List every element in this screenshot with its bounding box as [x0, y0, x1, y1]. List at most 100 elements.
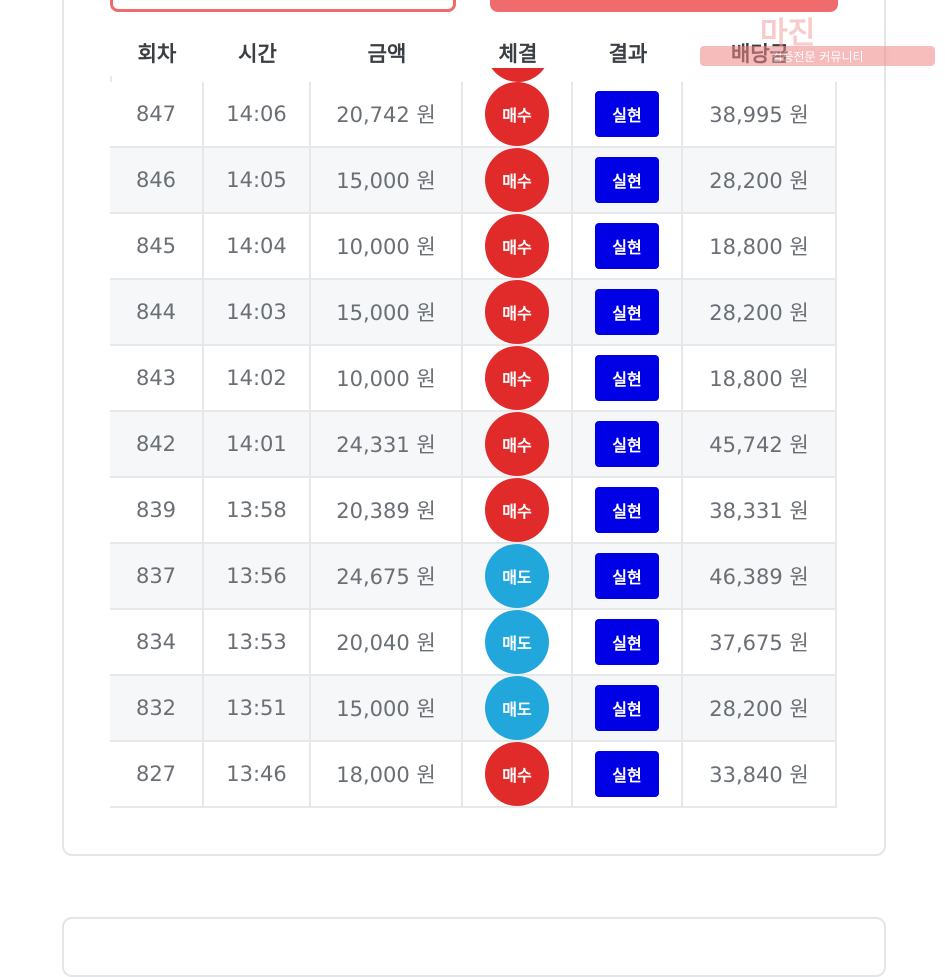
cell: 10,000 원	[311, 346, 463, 412]
cell: 실현	[573, 676, 683, 742]
result-badge: 실현	[595, 157, 659, 203]
cell: 24,675 원	[311, 544, 463, 610]
cell: 842	[110, 412, 204, 478]
cell: 실현	[573, 214, 683, 280]
table-body: 847 14:06 20,742 원 매수 실현 38,995 원 846 14:05 15,0…	[110, 82, 837, 808]
cell: 846	[110, 148, 204, 214]
watermark: 마진 검증전문 커뮤니티	[700, 8, 935, 66]
cell: 14:06	[204, 82, 311, 148]
cell: 832	[110, 676, 204, 742]
watermark-logo: 마진	[760, 16, 816, 51]
cell: 13:46	[204, 742, 311, 808]
cell: 20,389 원	[311, 478, 463, 544]
cell: 실현	[573, 346, 683, 412]
column-header: 시간	[238, 42, 277, 66]
cell: 14:03	[204, 280, 311, 346]
cell: 18,800 원	[683, 214, 837, 280]
cell: 843	[110, 346, 204, 412]
cell: 14:01	[204, 412, 311, 478]
order-badge: 매도	[485, 676, 549, 740]
order-badge: 매수	[485, 478, 549, 542]
order-badge: 매수	[485, 214, 549, 278]
cell: 실현	[573, 478, 683, 544]
watermark-tagline: 검증전문 커뮤니티	[700, 46, 935, 66]
cell: 15,000 원	[311, 676, 463, 742]
cell: 28,200 원	[683, 280, 837, 346]
cell: 18,800 원	[683, 346, 837, 412]
order-badge: 매수	[485, 148, 549, 212]
cell: 매수	[463, 82, 573, 148]
cell: 46,389 원	[683, 544, 837, 610]
cell: 37,675 원	[683, 610, 837, 676]
cell: 837	[110, 544, 204, 610]
cell: 매수	[463, 280, 573, 346]
column-header: 금액	[367, 42, 407, 66]
cell: 14:04	[204, 214, 311, 280]
column-header: 체결	[498, 42, 538, 66]
order-badge: 매도	[485, 544, 549, 608]
cell: 매도	[463, 610, 573, 676]
result-badge: 실현	[595, 355, 659, 401]
cell: 28,200 원	[683, 148, 837, 214]
result-badge: 실현	[595, 289, 659, 335]
filled-button[interactable]	[490, 0, 838, 12]
column-header: 결과	[608, 42, 648, 66]
order-badge: 매수	[485, 412, 549, 476]
cell: 매수	[463, 742, 573, 808]
cell: 매수	[463, 214, 573, 280]
row-fragment	[110, 76, 837, 82]
cell: 24,331 원	[311, 412, 463, 478]
order-badge: 매수	[485, 280, 549, 344]
cell: 매수	[463, 148, 573, 214]
order-badge: 매수	[485, 742, 549, 806]
cell: 13:58	[204, 478, 311, 544]
cell: 844	[110, 280, 204, 346]
cell: 45,742 원	[683, 412, 837, 478]
order-badge: 매도	[485, 610, 549, 674]
cell: 실현	[573, 544, 683, 610]
cell: 15,000 원	[311, 148, 463, 214]
result-badge: 실현	[595, 421, 659, 467]
cell: 실현	[573, 412, 683, 478]
cell: 14:05	[204, 148, 311, 214]
cell: 매도	[463, 676, 573, 742]
cell: 13:56	[204, 544, 311, 610]
result-badge: 실현	[595, 619, 659, 665]
result-badge: 실현	[595, 685, 659, 731]
order-badge: 매수	[485, 346, 549, 410]
cell: 20,040 원	[311, 610, 463, 676]
cell: 실현	[573, 280, 683, 346]
cell: 실현	[573, 742, 683, 808]
panel	[62, 917, 886, 977]
cell: 매수	[463, 412, 573, 478]
cell: 매수	[463, 346, 573, 412]
cell: 38,331 원	[683, 478, 837, 544]
cell: 33,840 원	[683, 742, 837, 808]
cell: 18,000 원	[311, 742, 463, 808]
cell: 847	[110, 82, 204, 148]
cell: 매수	[463, 478, 573, 544]
outline-button[interactable]	[110, 0, 456, 12]
result-badge: 실현	[595, 487, 659, 533]
cell: 매도	[463, 544, 573, 610]
cell: 13:53	[204, 610, 311, 676]
cell: 15,000 원	[311, 280, 463, 346]
result-badge: 실현	[595, 91, 659, 137]
cell: 834	[110, 610, 204, 676]
cell: 실현	[573, 82, 683, 148]
cell: 845	[110, 214, 204, 280]
cell: 실현	[573, 610, 683, 676]
order-badge: 매수	[485, 82, 549, 146]
cell: 실현	[573, 148, 683, 214]
result-badge: 실현	[595, 223, 659, 269]
cell: 14:02	[204, 346, 311, 412]
column-header: 회차	[137, 42, 177, 66]
cell: 839	[110, 478, 204, 544]
cell: 13:51	[204, 676, 311, 742]
cell: 10,000 원	[311, 214, 463, 280]
cell: 827	[110, 742, 204, 808]
result-badge: 실현	[595, 553, 659, 599]
cell: 28,200 원	[683, 676, 837, 742]
result-badge: 실현	[595, 751, 659, 797]
